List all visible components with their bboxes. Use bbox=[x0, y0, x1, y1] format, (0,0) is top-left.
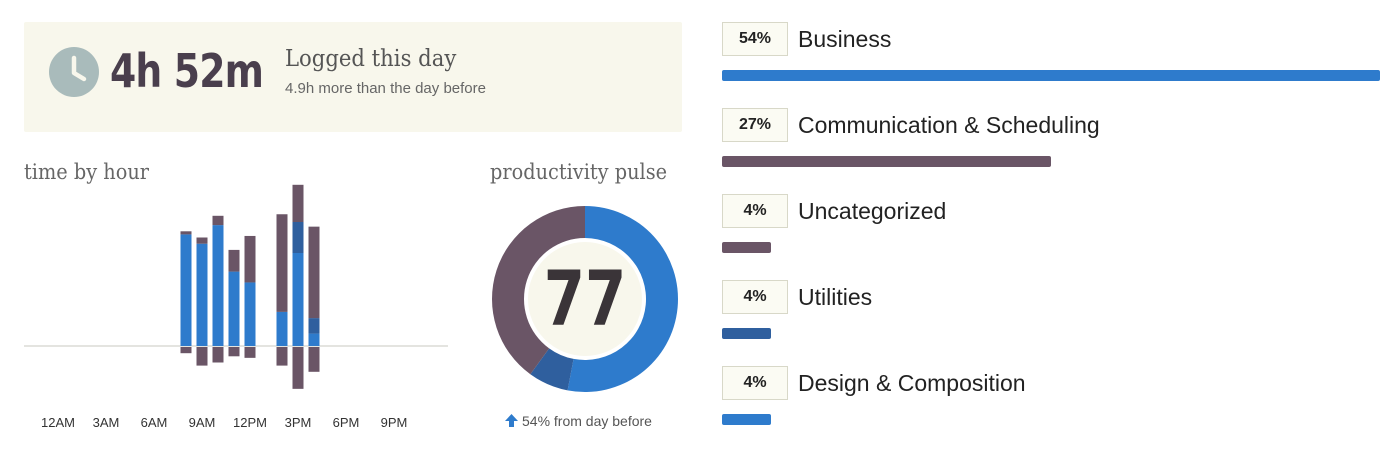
hour-bar-segment bbox=[212, 225, 224, 346]
pulse-slice bbox=[492, 206, 585, 375]
x-tick-label: 12PM bbox=[233, 415, 267, 430]
x-tick-label: 9PM bbox=[381, 415, 408, 430]
hour-bar-segment bbox=[212, 347, 224, 363]
hour-bar-segment bbox=[308, 226, 320, 319]
x-tick-label: 9AM bbox=[189, 415, 216, 430]
category-row[interactable]: 4% Design & Composition bbox=[722, 366, 1382, 438]
hour-bar-segment bbox=[180, 347, 192, 354]
hour-bar-segment bbox=[292, 184, 304, 222]
hour-bar-segment bbox=[276, 347, 288, 366]
hour-bar-segment bbox=[308, 347, 320, 372]
hour-bar-segment bbox=[308, 333, 320, 346]
time-by-hour-title: time by hour bbox=[24, 160, 150, 184]
productivity-pulse-title: productivity pulse bbox=[490, 160, 668, 184]
category-name[interactable]: Business bbox=[798, 26, 892, 52]
category-name[interactable]: Communication & Scheduling bbox=[798, 112, 1100, 138]
hour-bar-segment bbox=[292, 222, 304, 253]
logged-time-value: 4h 52m bbox=[110, 44, 264, 98]
hour-bar-segment bbox=[292, 253, 304, 346]
category-bar bbox=[722, 70, 1380, 81]
category-bar bbox=[722, 414, 771, 425]
hour-bar-segment bbox=[276, 214, 288, 312]
hour-bar-segment bbox=[292, 347, 304, 389]
x-tick-label: 3PM bbox=[285, 415, 312, 430]
category-name[interactable]: Design & Composition bbox=[798, 370, 1026, 396]
category-percent-badge: 27% bbox=[722, 108, 788, 142]
hour-bar-segment bbox=[228, 271, 240, 346]
x-tick-label: 6AM bbox=[141, 415, 168, 430]
hour-bar-segment bbox=[196, 347, 208, 366]
clock-icon bbox=[49, 47, 99, 97]
hour-bar-segment bbox=[228, 347, 240, 357]
category-percent-badge: 4% bbox=[722, 194, 788, 228]
productivity-pulse-donut: 77 bbox=[492, 206, 678, 392]
x-tick-label: 12AM bbox=[41, 415, 75, 430]
pulse-value: 77 bbox=[544, 256, 626, 344]
hour-bar-segment bbox=[228, 249, 240, 272]
category-name[interactable]: Utilities bbox=[798, 284, 873, 310]
time-by-hour-chart: 12AM 3AM 6AM 9AM 12PM 3PM 6PM 9PM bbox=[24, 184, 448, 430]
hour-bar-segment bbox=[180, 231, 192, 235]
category-row[interactable]: 27% Communication & Scheduling bbox=[722, 108, 1382, 180]
x-tick-label: 3AM bbox=[93, 415, 120, 430]
logged-time-label: Logged this day bbox=[285, 46, 457, 72]
category-name[interactable]: Uncategorized bbox=[798, 198, 947, 224]
arrow-up-icon bbox=[505, 414, 518, 427]
category-percent-badge: 54% bbox=[722, 22, 788, 56]
hour-bar-segment bbox=[244, 235, 256, 283]
hour-bar-segment bbox=[196, 243, 208, 346]
hour-bar-segment bbox=[244, 282, 256, 346]
hour-bar-segment bbox=[308, 318, 320, 334]
category-bar bbox=[722, 328, 771, 339]
pulse-change-text: 54% from day before bbox=[504, 413, 652, 429]
x-tick-label: 6PM bbox=[333, 415, 360, 430]
pulse-slice bbox=[567, 206, 678, 392]
pulse-center bbox=[528, 242, 642, 356]
pulse-slice bbox=[530, 348, 574, 391]
hour-bar-segment bbox=[180, 234, 192, 346]
category-bar bbox=[722, 156, 1051, 167]
hour-bar-segment bbox=[244, 347, 256, 358]
category-bar bbox=[722, 242, 771, 253]
logged-time-comparison: 4.9h more than the day before bbox=[285, 80, 486, 97]
hour-bar-segment bbox=[212, 215, 224, 226]
category-row[interactable]: 4% Utilities bbox=[722, 280, 1382, 352]
category-row[interactable]: 4% Uncategorized bbox=[722, 194, 1382, 266]
category-row[interactable]: 54% Business bbox=[722, 22, 1382, 94]
pulse-change-label: 54% from day before bbox=[522, 413, 652, 429]
hour-bar-segment bbox=[196, 237, 208, 244]
category-percent-badge: 4% bbox=[722, 280, 788, 314]
daily-summary-panel: 4h 52m Logged this day 4.9h more than th… bbox=[24, 22, 682, 132]
hour-bar-segment bbox=[276, 311, 288, 346]
category-percent-badge: 4% bbox=[722, 366, 788, 400]
